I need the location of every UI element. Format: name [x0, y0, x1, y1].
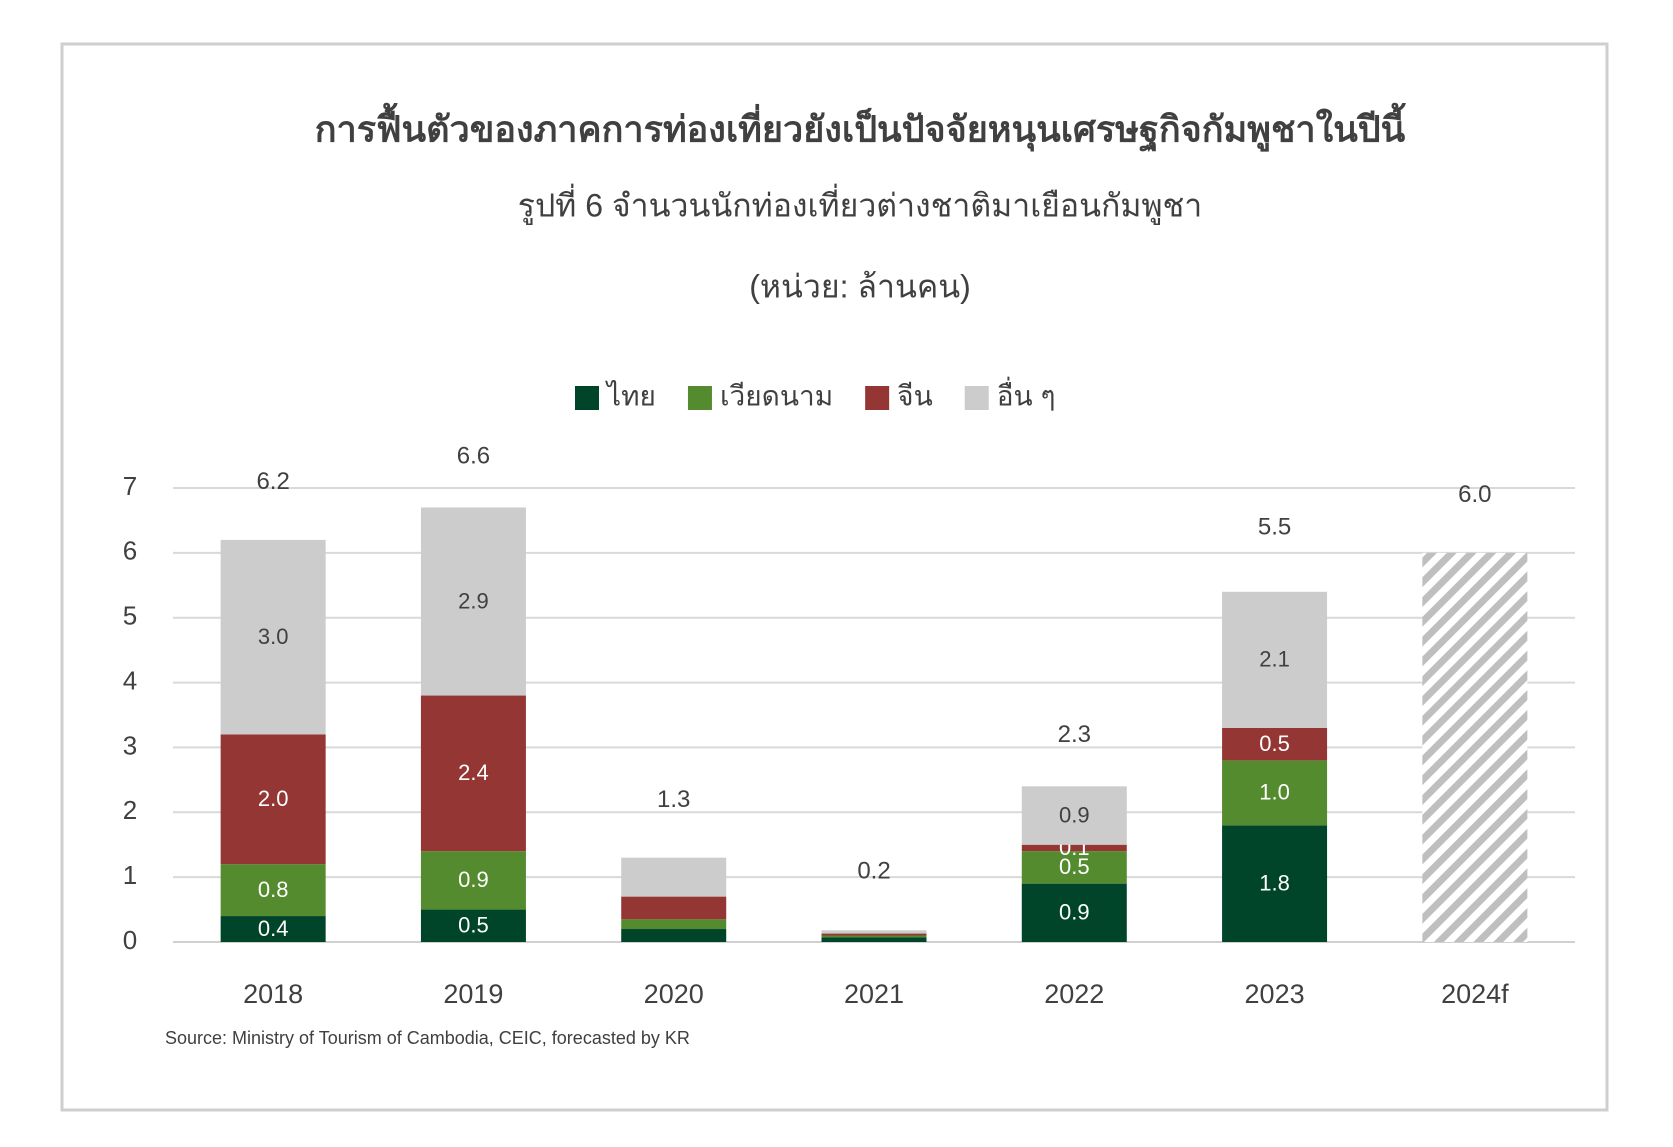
legend-label: เวียดนาม — [720, 380, 833, 411]
x-tick-label: 2019 — [443, 979, 503, 1009]
legend-swatch — [865, 386, 890, 410]
data-label: 0.4 — [258, 916, 289, 941]
bar-segment — [220, 539, 326, 735]
chart-subtitle: รูปที่ 6 จำนวนนักท่องเที่ยวต่างชาติมาเยื… — [518, 183, 1202, 225]
x-tick-label: 2021 — [844, 979, 904, 1009]
bar-segment — [1021, 851, 1127, 884]
data-label: 1.0 — [1259, 780, 1290, 805]
bar-segment — [220, 734, 326, 865]
bar-segment — [821, 930, 927, 934]
total-label: 6.2 — [256, 468, 289, 495]
bar-segment — [220, 864, 326, 917]
bar-segment — [1021, 844, 1127, 852]
bar-segment — [1222, 591, 1328, 728]
legend-label: อื่น ๆ — [997, 376, 1056, 411]
x-tick-label: 2022 — [1044, 979, 1104, 1009]
total-label: 0.2 — [857, 857, 890, 884]
data-label: 0.9 — [1059, 900, 1090, 925]
legend-swatch — [964, 386, 989, 410]
bar-segment — [1222, 760, 1328, 826]
total-label: 5.5 — [1258, 514, 1291, 541]
chart-title: การฟื้นตัวของภาคการท่องเที่ยวยังเป็นปัจจ… — [315, 103, 1406, 153]
y-tick-label: 0 — [123, 925, 137, 955]
legend-label: ไทย — [605, 380, 656, 411]
y-tick-label: 1 — [123, 860, 137, 890]
total-label: 6.6 — [457, 442, 490, 469]
y-tick-label: 2 — [123, 795, 137, 825]
legend-label: จีน — [897, 380, 933, 411]
y-tick-label: 5 — [123, 601, 137, 631]
bar-segment — [1222, 825, 1328, 942]
total-label: 6.0 — [1458, 481, 1491, 508]
y-tick-label: 7 — [123, 471, 137, 501]
unit-label: (หน่วย: ล้านคน) — [749, 268, 971, 304]
data-label: 0.5 — [1259, 731, 1290, 756]
bar-segment — [821, 933, 927, 936]
total-label: 2.3 — [1058, 721, 1091, 748]
legend-swatch — [575, 386, 599, 410]
bar-segment — [821, 935, 927, 938]
bar-segment — [420, 507, 526, 696]
data-label: 0.9 — [458, 867, 489, 892]
source-note: Source: Ministry of Tourism of Cambodia,… — [165, 1028, 690, 1048]
bar-segment — [220, 916, 326, 942]
x-tick-label: 2023 — [1245, 979, 1305, 1009]
legend-swatch — [687, 386, 712, 410]
data-label: 0.5 — [1059, 854, 1090, 879]
y-tick-label: 3 — [123, 730, 137, 760]
x-tick-label: 2020 — [644, 979, 704, 1009]
data-label: 0.8 — [258, 877, 289, 902]
data-label: 2.1 — [1259, 647, 1290, 672]
bar-segment — [1222, 727, 1328, 761]
data-label: 1.8 — [1259, 870, 1290, 895]
bar-segment — [621, 929, 727, 942]
x-tick-label: 2018 — [243, 979, 303, 1009]
data-label: 0.9 — [1059, 802, 1090, 827]
bar-segment — [420, 909, 526, 942]
forecast-bar — [1422, 552, 1528, 942]
bar-segment — [621, 857, 727, 897]
x-tick-label: 2024f — [1441, 979, 1509, 1009]
bar-segment — [420, 695, 526, 852]
data-label: 2.0 — [258, 786, 289, 811]
bar-segment — [1021, 883, 1127, 942]
y-tick-label: 6 — [123, 536, 137, 566]
data-label: 0.5 — [458, 913, 489, 938]
bar-segment — [621, 919, 727, 930]
bar-segment — [821, 937, 927, 942]
total-label: 1.3 — [657, 786, 690, 813]
data-label: 3.0 — [258, 624, 289, 649]
data-label: 2.9 — [458, 588, 489, 613]
y-tick-label: 4 — [123, 665, 137, 695]
bar-segment — [1021, 786, 1127, 845]
bar-segment — [420, 851, 526, 910]
bar-segment — [621, 896, 727, 920]
data-label: 2.4 — [458, 760, 489, 785]
